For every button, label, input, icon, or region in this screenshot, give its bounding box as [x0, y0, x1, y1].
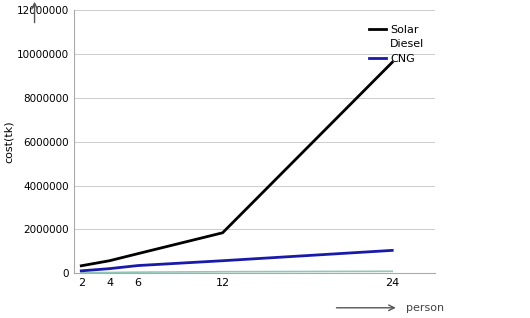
- Text: person: person: [406, 303, 444, 313]
- Legend: Solar, Diesel, CNG: Solar, Diesel, CNG: [365, 20, 429, 68]
- Y-axis label: cost(tk): cost(tk): [4, 120, 14, 163]
